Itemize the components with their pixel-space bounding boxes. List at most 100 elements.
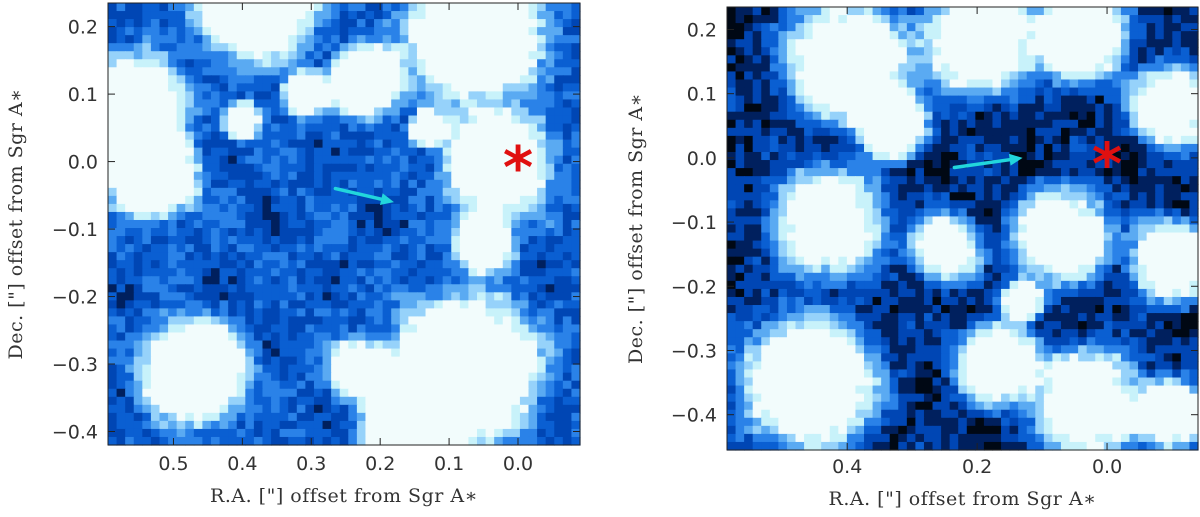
heatmap-cell [356,436,367,446]
heatmap-cell [279,316,289,326]
heatmap-cell [125,99,135,109]
heatmap-cell [331,364,341,374]
heatmap-cell [1043,192,1054,201]
heatmap-cell [296,276,306,285]
heatmap-cell [331,244,341,253]
heatmap-cell [374,300,384,309]
heatmap-cell [821,127,831,137]
heatmap-cell [253,27,264,36]
heatmap-cell [434,171,444,181]
heatmap-cell [537,27,547,36]
heatmap-cell [554,364,564,374]
heatmap-cell [176,19,186,28]
x-tick-label: 0.0 [503,453,533,475]
heatmap-cell [1001,240,1011,250]
heatmap-cell [193,219,203,229]
heatmap-cell [253,276,264,285]
heatmap-cell [1146,200,1156,209]
heatmap-cell [1086,168,1096,177]
heatmap-cell [296,404,306,414]
heatmap-cell [348,268,358,277]
heatmap-cell [1120,240,1131,250]
heatmap-cell [1129,272,1139,282]
heatmap-cell [150,332,161,342]
heatmap-cell [168,211,178,221]
heatmap-cell [881,103,891,113]
heatmap-cell [966,31,976,40]
heatmap-cell [219,219,229,229]
heatmap-cell [1035,87,1045,97]
heatmap-cell [727,143,737,153]
heatmap-cell [142,155,152,165]
heatmap-cell [168,252,178,261]
heatmap-cell [288,203,298,213]
heatmap-cell [1189,143,1199,153]
heatmap-cell [442,91,452,101]
heatmap-cell [1129,176,1139,185]
heatmap-cell [1163,127,1173,137]
heatmap-cell [966,151,976,161]
heatmap-cell [1138,272,1148,282]
heatmap-cell [159,27,169,36]
heatmap-cell [253,236,264,245]
heatmap-cell [442,404,452,414]
heatmap-cell [245,51,255,60]
heatmap-cell [391,75,401,84]
heatmap-cell [562,228,573,237]
heatmap-cell [477,388,487,398]
heatmap-cell [331,51,341,60]
heatmap-cell [159,348,169,358]
heatmap-cell [906,168,916,177]
heatmap-cell [185,139,195,149]
heatmap-cell [1138,39,1148,48]
heatmap-cell [365,300,375,309]
heatmap-cell [288,219,298,229]
heatmap-cell [236,268,246,277]
heatmap-cell [228,412,238,422]
heatmap-cell [348,236,358,245]
heatmap-cell [279,396,289,406]
heatmap-cell [778,15,788,24]
heatmap-cell [932,103,942,113]
heatmap-cell [519,244,530,253]
heatmap-cell [176,11,186,20]
heatmap-cell [108,388,118,398]
heatmap-cell [744,240,754,250]
heatmap-cell [983,7,994,16]
heatmap-cell [528,139,538,149]
heatmap-cell [872,95,882,105]
heatmap-cell [108,276,118,285]
heatmap-cell [108,300,118,309]
heatmap-cell [1180,272,1191,282]
heatmap-cell [228,3,238,12]
heatmap-cell [142,219,152,229]
heatmap-cell [125,300,135,309]
heatmap-cell [236,91,246,101]
heatmap-cell [1009,71,1019,81]
heatmap-cell [519,228,530,237]
heatmap-cell [804,95,814,105]
heatmap-cell [898,119,908,129]
heatmap-cell [932,87,942,97]
heatmap-cell [1018,87,1028,97]
heatmap-cell [537,292,547,301]
heatmap-cell [451,99,461,109]
heatmap-cell [554,236,564,245]
heatmap-cell [331,236,341,245]
heatmap-cell [1103,63,1113,73]
heatmap-cell [1189,240,1199,250]
heatmap-cell [210,228,221,237]
heatmap-cell [322,364,332,374]
heatmap-cell [210,316,221,326]
heatmap-cell [116,19,126,28]
heatmap-cell [812,95,822,105]
heatmap-cell [459,179,470,189]
heatmap-cell [554,3,564,12]
heatmap-cell [537,332,547,342]
heatmap-cell [382,187,392,197]
heatmap-cell [1018,176,1028,185]
heatmap-cell [365,276,375,285]
heatmap-cell [245,99,255,109]
heatmap-cell [752,31,762,40]
heatmap-cell [1018,39,1028,48]
